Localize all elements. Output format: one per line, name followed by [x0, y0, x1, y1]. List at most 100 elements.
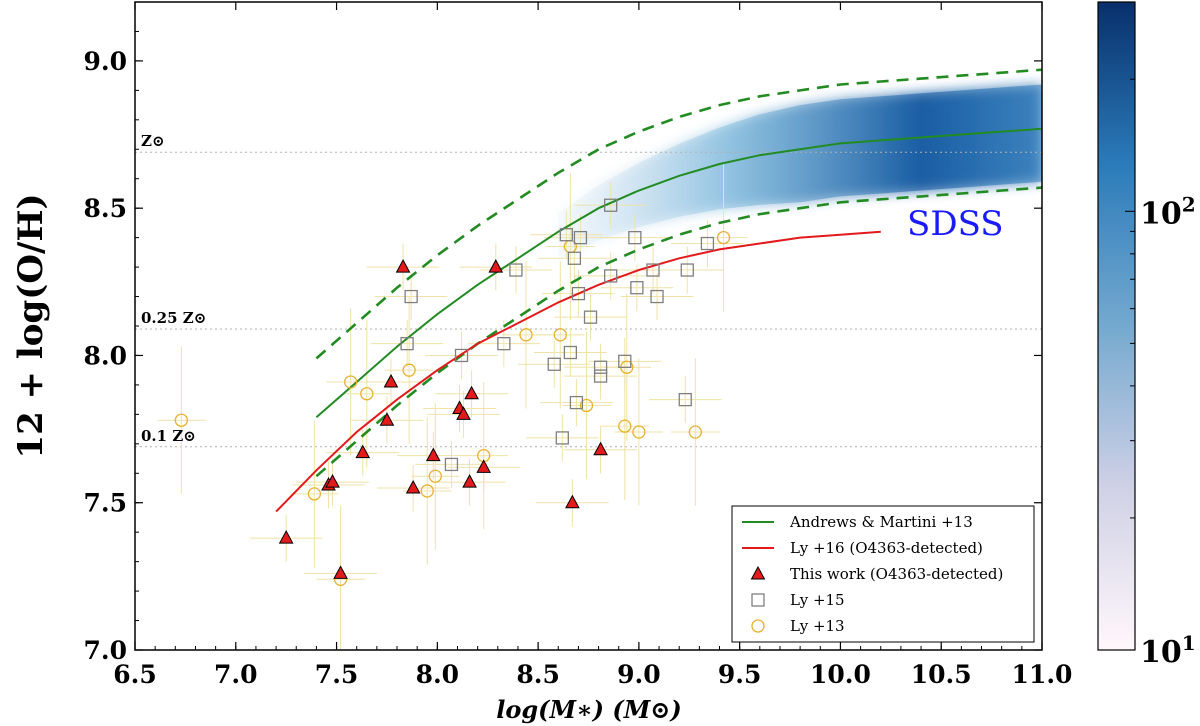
- point-triangle: [405, 479, 421, 494]
- point-circle: [579, 398, 594, 413]
- colorbar-tick-label: 101: [1140, 631, 1196, 670]
- x-axis-label: log(M∗) (M⊙): [496, 695, 682, 724]
- point-triangle: [476, 459, 492, 473]
- point-triangle: [456, 406, 471, 420]
- point-circle: [632, 425, 646, 439]
- point-square: [583, 310, 598, 324]
- legend-entry: Ly +15: [790, 591, 845, 609]
- point-triangle: [464, 385, 479, 400]
- legend-swatch-circle: [751, 619, 765, 633]
- x-tick-label: 9.5: [718, 660, 762, 689]
- point-square: [630, 281, 644, 295]
- point-circle: [519, 328, 533, 342]
- sdss-density: [558, 84, 1042, 260]
- point-square: [509, 263, 523, 277]
- curve-series-1: [315, 68, 1042, 360]
- sdss-annotation: SDSS: [907, 204, 1004, 244]
- point-circle: [420, 484, 434, 498]
- point-triangle: [395, 259, 411, 273]
- colorbar-gradient: [1097, 1, 1136, 651]
- curve-series-0: [315, 127, 1042, 419]
- point-circle: [307, 487, 322, 501]
- point-square: [547, 357, 561, 371]
- point-circle: [428, 469, 442, 483]
- legend-box: [731, 505, 1035, 643]
- point-triangle: [333, 565, 348, 579]
- y-tick-label: 8.5: [84, 194, 128, 223]
- point-triangle: [379, 412, 395, 426]
- point-square: [555, 431, 569, 445]
- point-square: [563, 345, 578, 360]
- point-square: [628, 230, 642, 245]
- point-circle: [688, 425, 702, 439]
- axes: 6.5 7.0 7.5 8.0 8.5 9.0 9.5 10.0 10.5 11.07.07.58…: [84, 1, 1073, 689]
- point-triangle: [383, 373, 399, 388]
- legend-entry: Andrews & Martini +13: [789, 513, 973, 531]
- legend: Andrews & Martini +13 Ly +16 (O4363-detec…: [731, 505, 1035, 643]
- colorbar-tick-base: 10: [1140, 635, 1182, 670]
- sdss-density-core: [558, 84, 1042, 260]
- point-square: [593, 360, 608, 374]
- x-tick-label: 7.5: [315, 660, 359, 689]
- legend-entry: Ly +13: [790, 617, 845, 635]
- point-circle: [618, 419, 632, 433]
- legend-entry: This work (O4363-detected): [790, 565, 1003, 583]
- point-square: [650, 289, 664, 304]
- point-triangle: [488, 259, 504, 273]
- colorbar-tick-label: 102: [1140, 192, 1196, 231]
- curve-series-3: [275, 230, 881, 513]
- colorbar-tick-exponent: 2: [1182, 192, 1196, 216]
- point-square: [400, 337, 414, 351]
- reference-line-label: 0.25 Z⊙: [141, 309, 206, 327]
- relation-curves: [275, 68, 1042, 513]
- x-tick-label: 9.0: [617, 660, 661, 689]
- data-markers: [174, 198, 731, 586]
- x-tick-label: 8.0: [416, 660, 460, 689]
- colorbar-tick-base: 10: [1140, 196, 1182, 231]
- point-square: [497, 337, 511, 351]
- point-circle: [402, 363, 416, 377]
- point-triangle: [325, 474, 340, 488]
- point-square: [404, 289, 418, 304]
- point-square: [618, 354, 632, 368]
- reference-line-labels: Z⊙ 0.25 Z⊙ 0.1 Z⊙: [141, 132, 206, 445]
- x-tick-label: 7.0: [214, 660, 258, 689]
- point-square: [569, 395, 584, 410]
- point-triangle: [425, 447, 441, 462]
- x-tick-label: 11.0: [1012, 660, 1073, 689]
- point-circle: [174, 413, 189, 427]
- point-square: [604, 269, 618, 283]
- point-square: [700, 236, 715, 251]
- x-tick-label: 6.5: [113, 660, 157, 689]
- y-tick-label: 7.5: [84, 489, 128, 518]
- point-square: [454, 348, 469, 363]
- point-square: [573, 230, 588, 245]
- error-bars: [157, 164, 748, 650]
- x-tick-label: 10.0: [810, 660, 871, 689]
- point-circle: [716, 230, 731, 245]
- colorbar-tick-exponent: 1: [1182, 631, 1196, 655]
- y-tick-label: 8.0: [84, 341, 128, 370]
- point-circle: [344, 375, 358, 389]
- curve-series-2: [315, 186, 1042, 478]
- point-circle: [553, 328, 567, 342]
- point-square: [678, 392, 692, 407]
- point-square: [680, 263, 694, 277]
- y-tick-label: 7.0: [84, 636, 128, 665]
- solar-reference-lines: [135, 151, 1042, 448]
- point-square: [444, 457, 459, 472]
- point-square: [646, 263, 660, 277]
- reference-line-label: Z⊙: [141, 132, 165, 150]
- x-tick-label: 8.5: [516, 660, 560, 689]
- y-tick-label: 9.0: [84, 47, 128, 76]
- reference-line-label: 0.1 Z⊙: [141, 427, 196, 445]
- legend-entry: Ly +16 (O4363-detected): [790, 539, 983, 557]
- point-square: [604, 198, 618, 212]
- point-triangle: [278, 530, 294, 544]
- point-square: [559, 228, 573, 242]
- point-triangle: [565, 494, 580, 509]
- legend-swatch-square: [751, 593, 765, 607]
